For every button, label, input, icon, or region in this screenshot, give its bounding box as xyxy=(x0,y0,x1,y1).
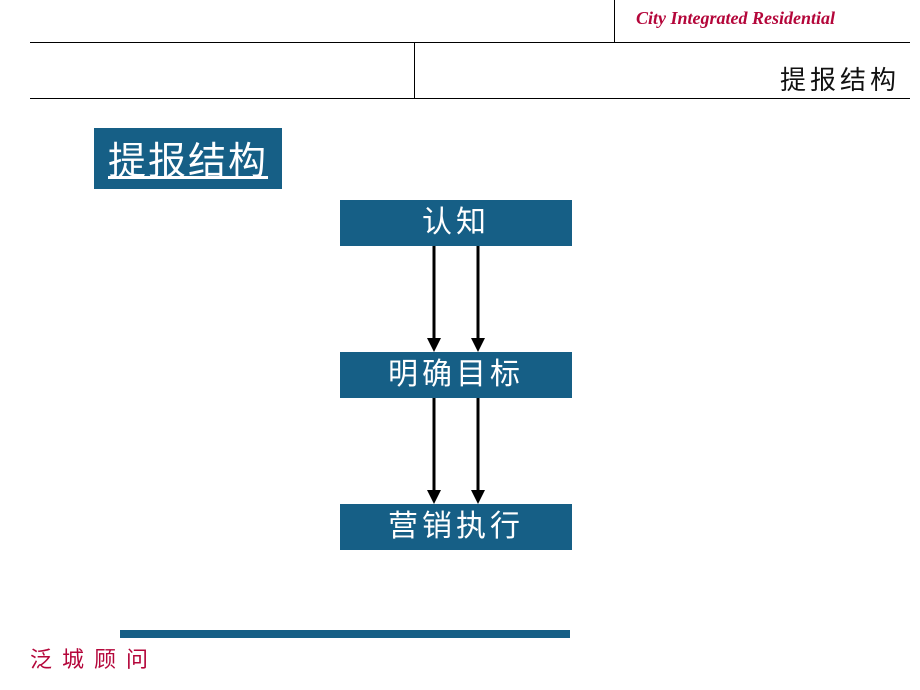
page-subtitle: 提报结构 xyxy=(780,60,900,97)
footer-text: 泛城顾问 xyxy=(30,642,158,674)
subheader-divider xyxy=(414,42,415,98)
brand-text: City Integrated Residential xyxy=(614,8,905,29)
flow-node-n3: 营销执行 xyxy=(340,504,572,550)
header-rule-1 xyxy=(30,42,910,43)
footer-bar xyxy=(120,630,570,638)
flow-node-n2: 明确目标 xyxy=(340,352,572,398)
flow-arrow-0 xyxy=(422,246,490,352)
flow-arrow-1 xyxy=(422,398,490,504)
flow-node-n1: 认知 xyxy=(340,200,572,246)
title-box: 提报结构 xyxy=(94,128,282,189)
header-rule-2 xyxy=(30,98,910,99)
